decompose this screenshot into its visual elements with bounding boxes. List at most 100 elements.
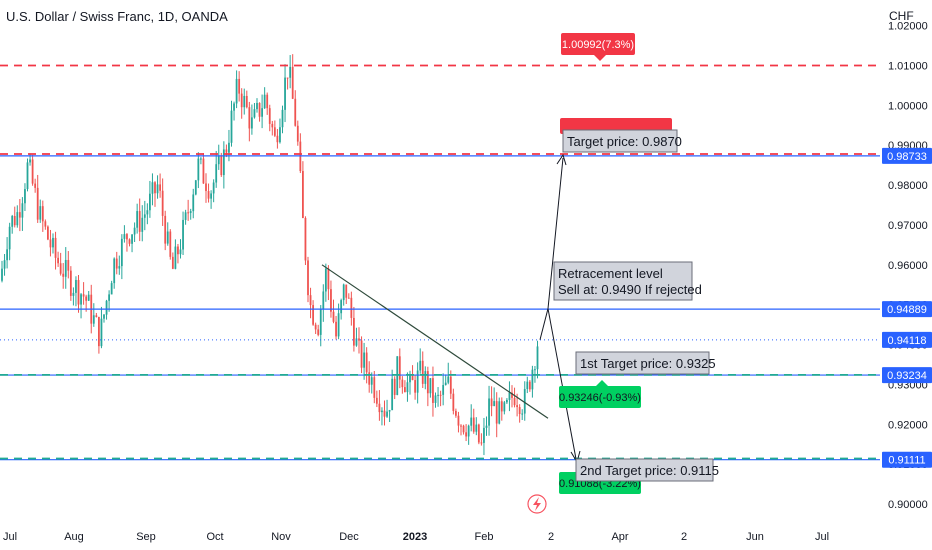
candle-body [409, 374, 411, 383]
candle-body [465, 432, 467, 437]
annotation-box[interactable] [553, 261, 693, 301]
candle-body [34, 183, 37, 188]
lightning-icon[interactable] [527, 494, 547, 514]
candle-body [179, 249, 182, 255]
candle-body [21, 203, 24, 218]
candle-body [404, 387, 406, 393]
candle-body [31, 159, 34, 184]
candle-body [62, 273, 65, 277]
candle-body [156, 184, 159, 194]
annotation-text: Target price: 0.9870 [567, 134, 682, 149]
price-level-badge [882, 451, 932, 468]
candle-body [335, 321, 337, 337]
candle-body [187, 212, 190, 214]
x-tick-label: 2 [548, 531, 554, 543]
candle-body [432, 378, 434, 403]
x-tick-label: Dec [339, 531, 359, 543]
candle-body [92, 315, 95, 324]
x-tick-label: Jul [3, 531, 17, 543]
annotation-box[interactable] [562, 129, 678, 153]
annotation-text: 1st Target price: 0.9325 [580, 356, 716, 371]
arrow-head-up-icon [556, 153, 567, 166]
candle-body [296, 125, 299, 142]
candle-body [131, 234, 133, 244]
change-badge [559, 386, 641, 408]
price-level-label: 0.94889 [887, 304, 927, 316]
candle-body [82, 294, 85, 297]
candle-body [77, 279, 80, 305]
candle-body [508, 392, 511, 400]
candle-body [248, 107, 251, 129]
chart-title: U.S. Dollar / Swiss Franc, 1D, OANDA [6, 9, 228, 24]
candle-body [480, 442, 483, 444]
candle-body [401, 379, 404, 388]
price-level-badge [882, 301, 932, 318]
trendline[interactable] [321, 264, 549, 419]
candle-body [26, 162, 29, 190]
candle-body [332, 311, 335, 322]
candle-body [233, 103, 235, 111]
candle-body [317, 329, 320, 335]
candle-body [245, 95, 248, 108]
badge-text: 0.93246(-0.93%) [559, 392, 641, 404]
candle-body [363, 352, 365, 368]
y-tick-label: 1.00000 [888, 100, 928, 112]
candle-body [337, 313, 340, 337]
candle-body [271, 123, 274, 128]
candle-body [516, 405, 518, 408]
candle-body [493, 401, 496, 407]
candle-body [192, 194, 195, 212]
candle-body [314, 324, 317, 330]
y-tick-label: 0.96000 [888, 260, 928, 272]
candle-body [370, 377, 373, 385]
candle-body [251, 117, 253, 129]
candle-body [16, 212, 19, 226]
candle-body [215, 164, 218, 183]
candle-body [8, 226, 11, 250]
annotation-text: 2nd Target price: 0.9115 [580, 463, 719, 478]
annotation-text: Retracement level [558, 266, 663, 281]
candle-body [166, 231, 169, 244]
price-level-label: 0.91111 [888, 455, 925, 467]
candle-body [391, 378, 394, 411]
candle-body [258, 102, 261, 117]
candle-body [439, 394, 442, 396]
projection-line-up [547, 157, 564, 309]
candle-body [263, 94, 266, 109]
price-level-label: 0.93234 [887, 370, 927, 382]
candle-body [279, 127, 281, 143]
candle-body [108, 294, 110, 301]
price-level-badge [882, 367, 932, 384]
y-tick-label: 0.90000 [888, 499, 928, 511]
candle-body [235, 78, 238, 104]
y-tick-label: 1.01000 [888, 60, 928, 72]
candle-body [75, 279, 77, 293]
candle-body [171, 256, 174, 269]
change-badge [561, 33, 635, 55]
annotation-box[interactable] [575, 458, 714, 482]
candle-body [324, 268, 327, 292]
candle-body [312, 305, 314, 325]
candle-body [319, 309, 322, 335]
candle-body [87, 294, 90, 301]
candle-body [495, 401, 498, 424]
candle-body [373, 377, 376, 398]
candle-body [477, 424, 480, 443]
candle-body [161, 190, 164, 216]
candle-body [154, 182, 156, 194]
annotations: 1.00992(7.3%)0.93246(-0.93%)0.91088(-3.2… [527, 33, 719, 514]
candle-body [6, 249, 8, 261]
badge-text: 1.00992(7.3%) [562, 39, 634, 51]
candle-body [240, 93, 243, 108]
candle-body [136, 211, 139, 228]
candle-body [182, 219, 184, 250]
candle-body [197, 158, 200, 181]
candle-body [342, 284, 345, 301]
candle-body [118, 266, 121, 269]
candle-body [368, 372, 371, 385]
candle-body [360, 340, 363, 368]
price-level-badge [882, 331, 932, 348]
annotation-box[interactable] [575, 351, 710, 375]
